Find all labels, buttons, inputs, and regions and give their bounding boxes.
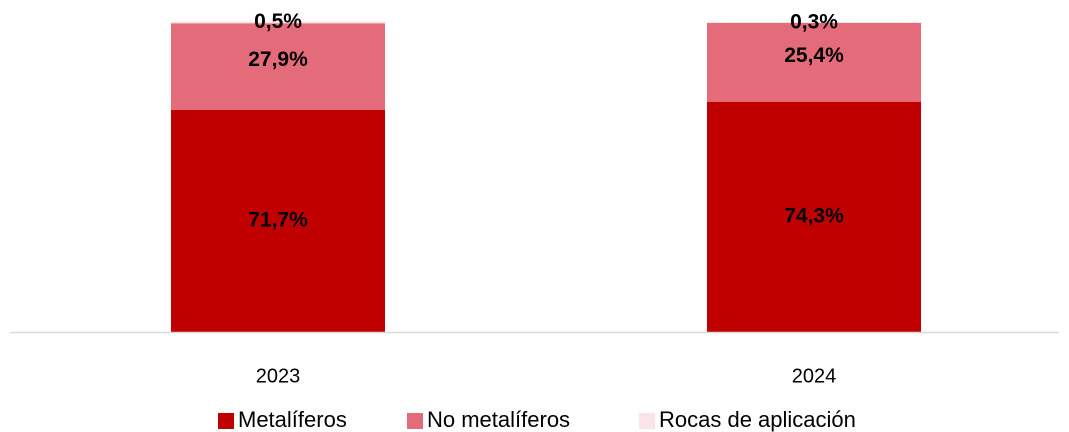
data-label-2024-1: 74,3% — [784, 204, 844, 227]
x-tick-label-2023: 2023 — [256, 365, 301, 387]
legend: Metalíferos No metalíferos Rocas de aplica… — [218, 407, 856, 432]
data-label-2024-3: 0,3% — [790, 11, 838, 34]
bar-segment-2024-rocas-de-aplicación — [707, 22, 921, 23]
legend-label-3: Rocas de aplicación — [659, 407, 856, 432]
bar-segment-2024-metalíferos — [707, 101, 921, 332]
data-label-2024-2: 25,4% — [784, 44, 844, 67]
legend-swatch-2 — [407, 413, 423, 429]
legend-swatch-1 — [218, 413, 234, 429]
bars-group: 71,7% 27,9% 0,5% 74,3% 25,4% 0,3% — [171, 10, 921, 332]
data-label-2023-3: 0,5% — [254, 10, 302, 33]
bar-segment-2023-rocas-de-aplicación — [171, 21, 385, 24]
x-tick-label-2024: 2024 — [792, 365, 837, 387]
bar-segment-2023-no-metalíferos — [171, 23, 385, 110]
legend-label-1: Metalíferos — [238, 407, 347, 432]
bar-segment-2023-metalíferos — [171, 109, 385, 332]
legend-swatch-3 — [639, 413, 655, 429]
x-tick-labels: 2023 2024 — [256, 365, 837, 387]
bar-segment-2024-no-metalíferos — [707, 22, 921, 102]
legend-label-2: No metalíferos — [427, 407, 570, 432]
data-label-2023-2: 27,9% — [248, 48, 308, 71]
data-label-2023-1: 71,7% — [248, 208, 308, 231]
